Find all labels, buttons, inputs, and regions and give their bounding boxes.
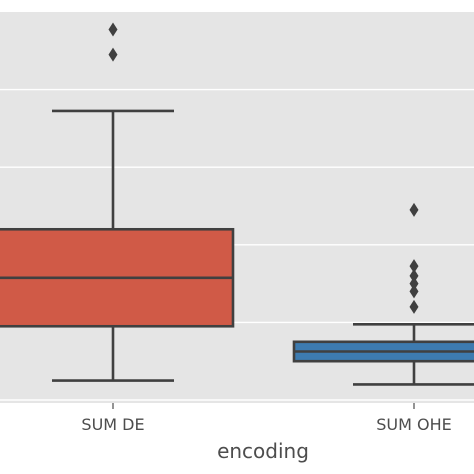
x-axis-ticks: SUM DE SUM OHE (81, 403, 452, 434)
outlier-point (409, 299, 419, 314)
outlier-point (108, 22, 118, 37)
box-group (0, 22, 235, 382)
box-series (0, 22, 474, 386)
outlier-point (108, 47, 118, 62)
outlier-point (409, 202, 419, 217)
x-tick-label: SUM OHE (376, 415, 452, 434)
outlier-point (409, 284, 419, 299)
x-tick-label: SUM DE (81, 415, 144, 434)
box-group (292, 202, 474, 386)
outlier-point (409, 276, 419, 291)
x-axis-label: encoding (217, 439, 309, 463)
outlier-point (409, 259, 419, 274)
outlier-point (409, 268, 419, 283)
plot-area (0, 12, 474, 403)
